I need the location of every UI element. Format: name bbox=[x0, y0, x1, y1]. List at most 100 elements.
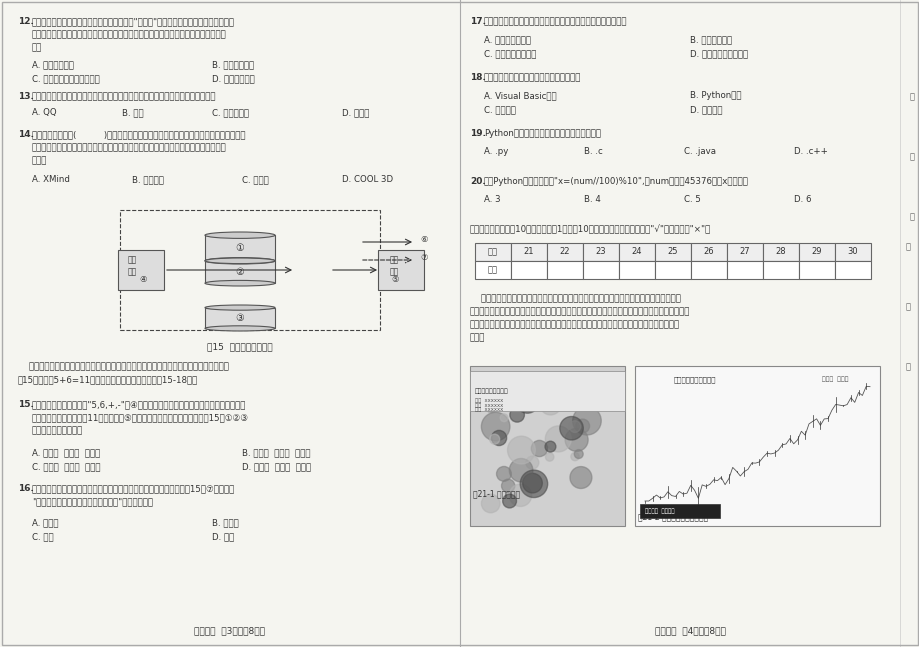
Circle shape bbox=[544, 441, 555, 452]
Circle shape bbox=[509, 408, 524, 422]
Text: 23: 23 bbox=[595, 248, 606, 256]
Bar bbox=[654, 261, 690, 279]
Bar bbox=[547, 261, 583, 279]
Text: 确诊  xxxxxx: 确诊 xxxxxx bbox=[474, 398, 503, 403]
Text: 教师可借助数字化工具进行学习评价，下列能提供测试和评价统计等服务的工具是: 教师可借助数字化工具进行学习评价，下列能提供测试和评价统计等服务的工具是 bbox=[32, 92, 216, 101]
FancyBboxPatch shape bbox=[118, 250, 164, 290]
Circle shape bbox=[545, 453, 553, 461]
Text: B. Python语言: B. Python语言 bbox=[689, 91, 741, 100]
Text: 线: 线 bbox=[904, 362, 910, 371]
Ellipse shape bbox=[205, 258, 275, 264]
Text: 18.: 18. bbox=[470, 73, 485, 82]
Text: ④: ④ bbox=[139, 276, 147, 285]
Bar bbox=[834, 261, 870, 279]
Text: 订: 订 bbox=[909, 153, 913, 162]
Bar bbox=[634, 366, 879, 526]
Text: 死亡  xxxxxx: 死亡 xxxxxx bbox=[474, 407, 503, 412]
Text: 线: 线 bbox=[909, 212, 913, 221]
Circle shape bbox=[564, 428, 587, 452]
Text: 24: 24 bbox=[631, 248, 641, 256]
Text: B. 绘声绘影: B. 绘声绘影 bbox=[131, 175, 164, 184]
Text: ③: ③ bbox=[235, 313, 244, 323]
Text: D. .c++: D. .c++ bbox=[793, 147, 827, 156]
Circle shape bbox=[509, 484, 531, 507]
Ellipse shape bbox=[205, 305, 275, 310]
Text: 计算机工作时有两类信息，一类是数据信息，一类是操作信息。示意图15中⑦用来表示
"协调和指挥整个计算机系统操作信息"流向的，表示: 计算机工作时有两类信息，一类是数据信息，一类是操作信息。示意图15中⑦用来表示 … bbox=[32, 484, 235, 506]
Text: 二、判断题（本题共10小题，每小题1分，共10分。正确的在相应表格内打"√"，错误的打"×"）: 二、判断题（本题共10小题，每小题1分，共10分。正确的在相应表格内打"√"，错… bbox=[470, 225, 710, 234]
Text: 20.: 20. bbox=[470, 177, 485, 186]
Text: A. XMind: A. XMind bbox=[32, 175, 70, 184]
Text: 27: 27 bbox=[739, 248, 750, 256]
Text: A. Visual Basic语言: A. Visual Basic语言 bbox=[483, 91, 556, 100]
Text: B. 运算器  存储器  控制器: B. 运算器 存储器 控制器 bbox=[242, 448, 311, 457]
Circle shape bbox=[545, 426, 571, 452]
Text: 26: 26 bbox=[703, 248, 713, 256]
Bar bbox=[618, 261, 654, 279]
Bar bbox=[762, 243, 798, 261]
Bar bbox=[762, 261, 798, 279]
Bar bbox=[834, 243, 870, 261]
Text: 13.: 13. bbox=[18, 92, 34, 101]
Text: 关于新冠肺炎疫情的信息，由疾控实时大数据报告（如图为部分数据截图）获知，其中用
汉字、数值、加减符号描述疫情确诊、治愈、死亡等情况；还可以用颜色、数据表、图描述: 关于新冠肺炎疫情的信息，由疾控实时大数据报告（如图为部分数据截图）获知，其中用 … bbox=[470, 294, 689, 343]
Text: 首先由控制器指挥将数据"5,6,+,-"由④输入设备键盘输入，存入存储器，通过读取并经
由运算器运算后，将结果11输出，并由⑤输出设备显示器显示出来。示意图15: 首先由控制器指挥将数据"5,6,+,-"由④输入设备键盘输入，存入存储器，通过读… bbox=[32, 400, 249, 435]
Bar bbox=[474, 261, 510, 279]
Text: D. 6: D. 6 bbox=[793, 195, 811, 204]
Circle shape bbox=[496, 466, 511, 481]
Bar bbox=[510, 243, 547, 261]
Circle shape bbox=[570, 466, 591, 488]
Circle shape bbox=[539, 393, 561, 415]
Text: A. 3: A. 3 bbox=[483, 195, 500, 204]
Text: 高一信息  第4页（共8页）: 高一信息 第4页（共8页） bbox=[653, 626, 725, 635]
Text: 国内图外新增确诊趋势: 国内图外新增确诊趋势 bbox=[673, 376, 716, 382]
Bar bbox=[470, 371, 624, 411]
Text: A. 控制器  运算器  存储器: A. 控制器 运算器 存储器 bbox=[32, 448, 100, 457]
Text: D. 自然语言: D. 自然语言 bbox=[689, 105, 721, 114]
Text: C. 5: C. 5 bbox=[683, 195, 700, 204]
Bar bbox=[205, 236, 275, 261]
Text: 国内新增  境外输入: 国内新增 境外输入 bbox=[644, 508, 674, 514]
Text: A. 便于存储与计算: A. 便于存储与计算 bbox=[483, 35, 530, 44]
Text: 处理
结果: 处理 结果 bbox=[390, 256, 399, 276]
Text: B. .c: B. .c bbox=[584, 147, 602, 156]
Bar bbox=[205, 261, 275, 283]
Text: 答案: 答案 bbox=[487, 265, 497, 274]
Text: Python语言源代码程序编译后的文件扩展名为: Python语言源代码程序编译后的文件扩展名为 bbox=[483, 129, 600, 138]
Text: D. COOL 3D: D. COOL 3D bbox=[342, 175, 392, 184]
Text: B. 信息加工工具: B. 信息加工工具 bbox=[211, 60, 254, 69]
Text: C. 爱剪辑: C. 爱剪辑 bbox=[242, 175, 268, 184]
Text: D. 信息采集工具: D. 信息采集工具 bbox=[211, 74, 255, 83]
Bar bbox=[690, 243, 726, 261]
Bar bbox=[654, 243, 690, 261]
Text: 原始
数据: 原始 数据 bbox=[128, 256, 137, 276]
Circle shape bbox=[526, 456, 539, 469]
Text: D. 问卷星: D. 问卷星 bbox=[342, 108, 369, 117]
Ellipse shape bbox=[205, 232, 275, 238]
Bar bbox=[690, 261, 726, 279]
Text: ⑦: ⑦ bbox=[420, 254, 427, 263]
Text: A. .py: A. .py bbox=[483, 147, 508, 156]
Bar bbox=[583, 243, 618, 261]
Circle shape bbox=[519, 470, 547, 498]
Bar bbox=[474, 243, 510, 261]
Circle shape bbox=[502, 494, 516, 508]
Text: C. 读数: C. 读数 bbox=[32, 532, 53, 541]
Circle shape bbox=[481, 393, 501, 412]
Text: 计算机内部，信息的存储和处理都采用二进制，最主要的原因是: 计算机内部，信息的存储和处理都采用二进制，最主要的原因是 bbox=[483, 17, 627, 26]
Ellipse shape bbox=[205, 280, 275, 286]
Circle shape bbox=[569, 421, 580, 432]
Circle shape bbox=[489, 434, 499, 444]
Text: 疫情实时大数据报告: 疫情实时大数据报告 bbox=[474, 388, 508, 394]
Circle shape bbox=[575, 419, 589, 433]
Circle shape bbox=[570, 452, 579, 461]
Bar bbox=[547, 243, 583, 261]
Text: 计算机能直接接收和执行的程序设计语言为: 计算机能直接接收和执行的程序设计语言为 bbox=[483, 73, 581, 82]
Circle shape bbox=[501, 479, 515, 492]
Bar bbox=[583, 261, 618, 279]
Bar bbox=[618, 243, 654, 261]
Text: ＋国内  ＋境外: ＋国内 ＋境外 bbox=[821, 376, 847, 382]
Circle shape bbox=[491, 430, 506, 446]
Circle shape bbox=[481, 494, 499, 513]
Text: B. 控制流: B. 控制流 bbox=[211, 518, 239, 527]
Text: 21: 21 bbox=[523, 248, 534, 256]
Text: 12.: 12. bbox=[18, 17, 34, 26]
